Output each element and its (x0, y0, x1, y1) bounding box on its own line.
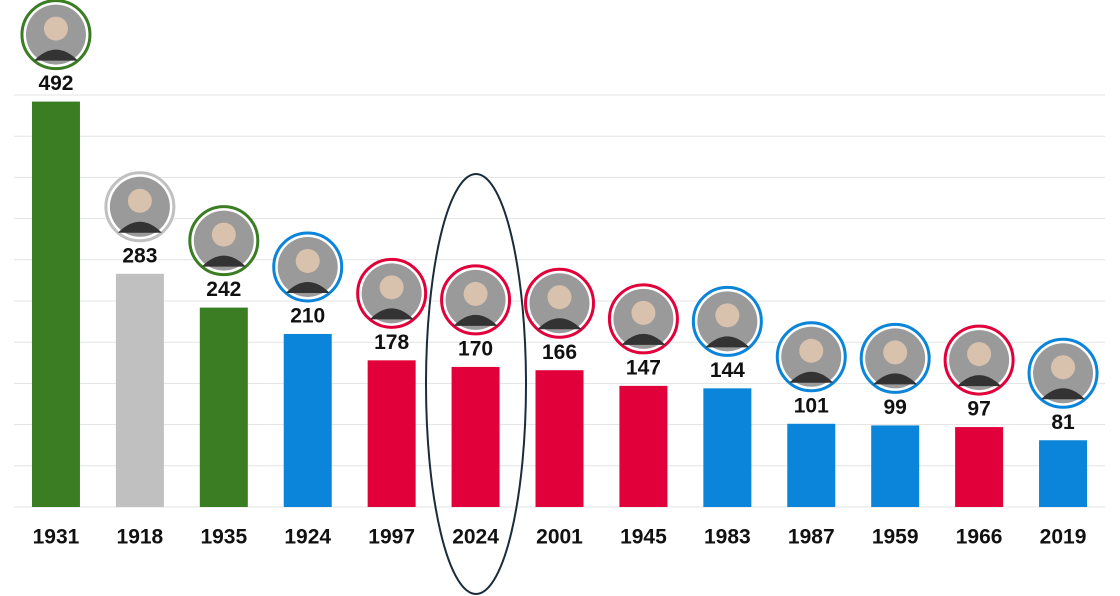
x-tick-label: 1924 (284, 526, 331, 549)
portrait-head (883, 340, 908, 365)
x-tick-label: 2001 (536, 526, 583, 549)
portrait (1027, 337, 1099, 409)
portrait-head (967, 342, 992, 367)
portrait-body (117, 221, 162, 233)
value-label: 144 (710, 359, 745, 382)
portrait-head (463, 281, 488, 306)
bar (535, 370, 584, 507)
bar (199, 307, 248, 507)
portrait (440, 264, 512, 336)
portrait (775, 321, 847, 393)
bar (871, 425, 920, 507)
portrait-body (957, 375, 1002, 387)
value-label: 210 (290, 305, 325, 328)
bar (115, 273, 164, 507)
portrait (20, 0, 92, 71)
bar (703, 388, 752, 507)
bar (1039, 440, 1088, 507)
x-tick-label: 1997 (368, 526, 415, 549)
portrait-head (127, 188, 152, 213)
x-tick-label: 1966 (956, 526, 1003, 549)
portrait (104, 171, 176, 243)
portrait (943, 324, 1015, 396)
portrait-head (799, 338, 824, 363)
portrait-body (453, 314, 498, 326)
portrait-body (873, 373, 918, 385)
portrait-head (379, 275, 404, 300)
portrait-head (211, 222, 236, 247)
portrait-head (631, 300, 656, 325)
portrait (859, 322, 931, 394)
value-label: 97 (967, 398, 990, 421)
bar (31, 101, 80, 507)
bar (619, 385, 668, 507)
portrait-head (715, 303, 740, 328)
portrait-body (621, 333, 666, 345)
value-label: 492 (38, 72, 73, 95)
portrait-body (285, 281, 330, 293)
value-label: 101 (794, 394, 829, 417)
portrait-body (789, 371, 834, 383)
bar (955, 427, 1004, 507)
portrait (272, 231, 344, 303)
x-tick-label: 1918 (117, 526, 164, 549)
portrait-body (705, 336, 750, 348)
value-label: 283 (122, 244, 157, 267)
value-label: 147 (626, 356, 661, 379)
portrait-body (201, 255, 246, 267)
bar (283, 333, 332, 507)
portrait (524, 267, 595, 339)
portrait (188, 205, 260, 277)
bars (31, 101, 1088, 507)
value-label: 242 (206, 278, 241, 301)
portrait (691, 285, 763, 357)
x-tick-label: 1983 (704, 526, 751, 549)
highlight-ellipse (425, 173, 527, 595)
portrait-head (43, 16, 68, 41)
portrait-head (295, 248, 320, 273)
x-tick-label: 1935 (200, 526, 247, 549)
portrait-body (537, 318, 582, 330)
portrait-head (547, 285, 572, 310)
value-label: 166 (542, 341, 577, 364)
x-tick-label: 2019 (1040, 526, 1087, 549)
x-tick-label: 1959 (872, 526, 919, 549)
bar (367, 360, 416, 507)
value-label: 81 (1051, 411, 1075, 434)
portrait (356, 257, 428, 329)
portrait (607, 283, 679, 355)
value-label: 170 (458, 337, 493, 360)
x-tick-label: 1931 (33, 526, 80, 549)
portrait-body (369, 308, 414, 320)
bar (451, 366, 500, 507)
x-tick-label: 2024 (452, 526, 499, 549)
x-tick-label: 1987 (788, 526, 835, 549)
portrait-head (1051, 355, 1076, 380)
bar (787, 423, 836, 507)
value-label: 178 (374, 331, 409, 354)
portrait-body (33, 49, 78, 61)
x-tick-label: 1945 (620, 526, 667, 549)
value-label: 99 (884, 396, 907, 419)
portrait-body (1041, 388, 1086, 400)
